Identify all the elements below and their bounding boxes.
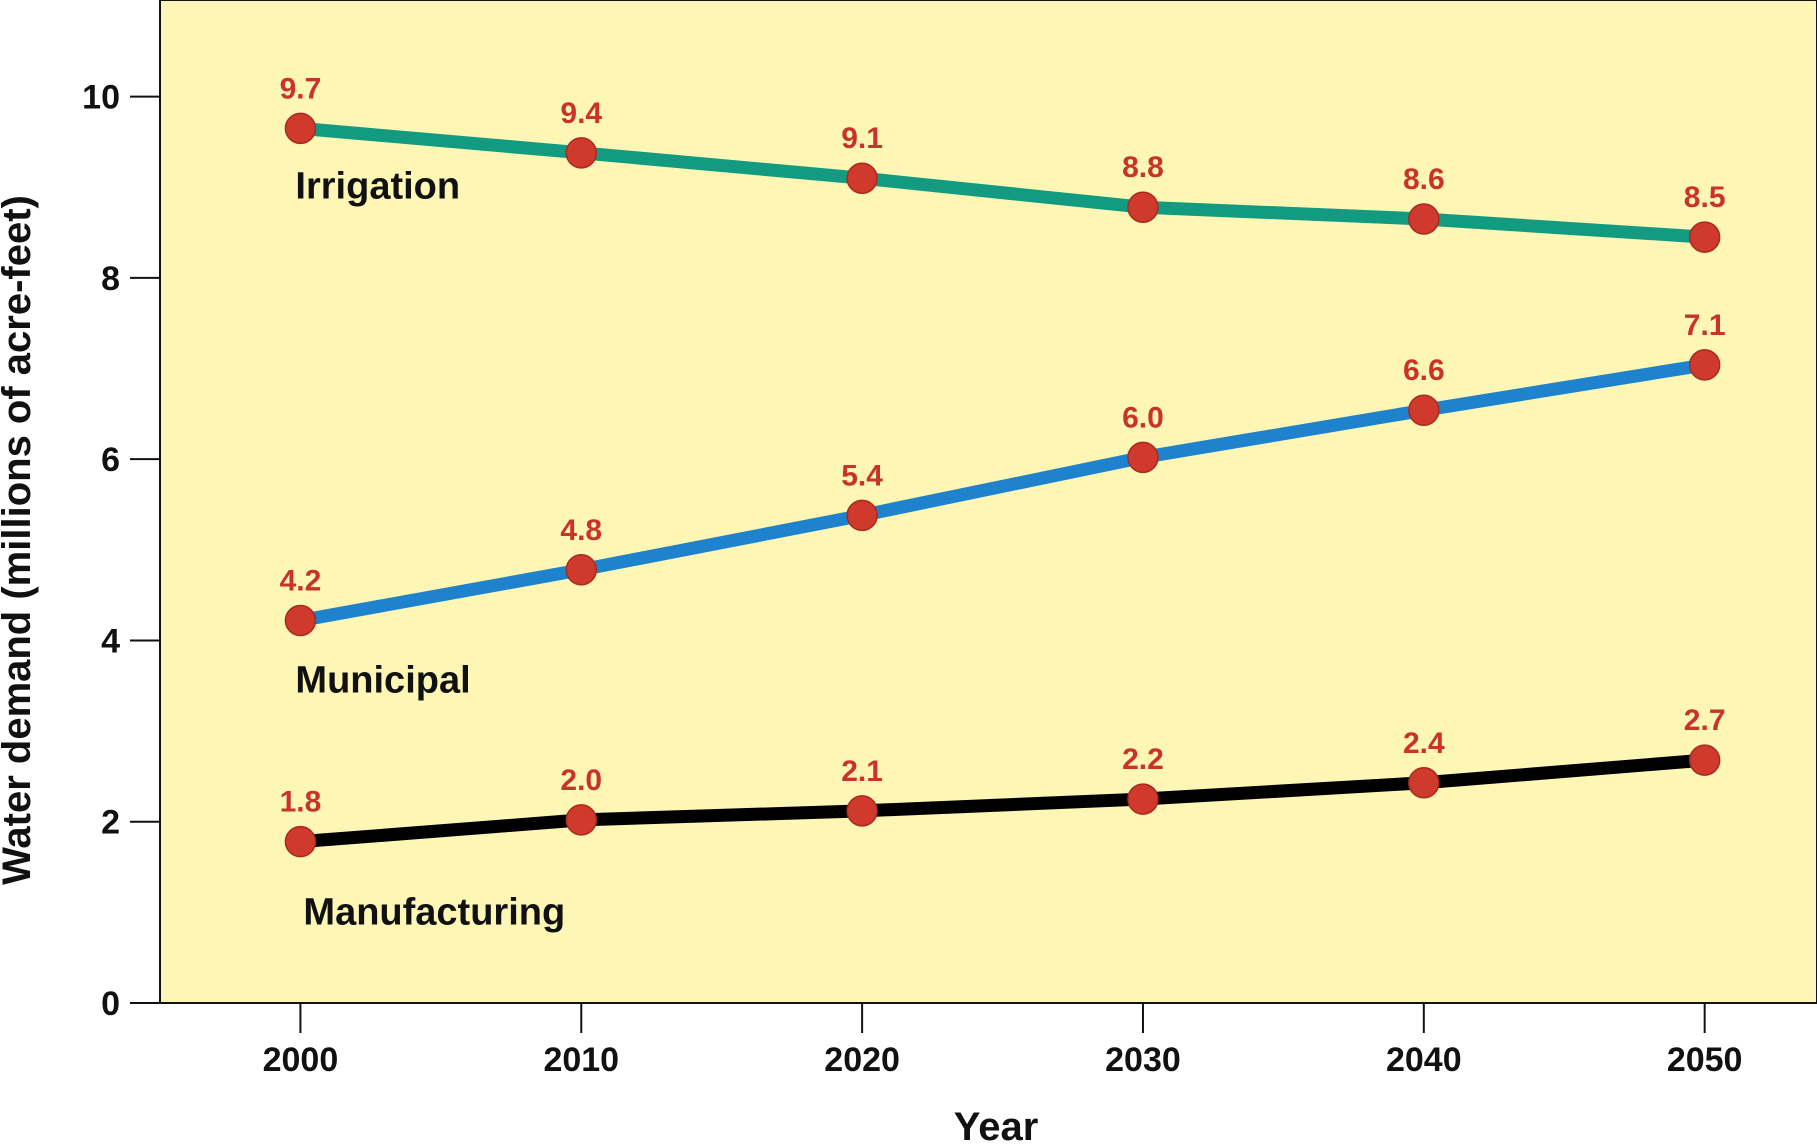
data-label: 2.2 (1122, 743, 1164, 776)
x-tick-label: 2000 (263, 1041, 339, 1079)
data-point (1688, 349, 1721, 381)
data-point (846, 162, 878, 194)
data-point (1127, 441, 1159, 474)
data-label: 8.8 (1122, 151, 1164, 184)
data-point (1408, 203, 1440, 235)
data-label: 2.1 (841, 755, 883, 788)
data-label: 4.8 (560, 514, 602, 547)
y-tick-label: 8 (101, 260, 120, 298)
data-point (1127, 191, 1159, 223)
x-axis-title: Year (954, 1105, 1039, 1147)
x-tick-label: 2010 (543, 1041, 619, 1079)
data-label: 6.6 (1403, 354, 1445, 387)
y-tick-label: 6 (101, 441, 120, 479)
data-label: 9.1 (841, 122, 883, 155)
data-point (1127, 783, 1159, 815)
data-point (565, 804, 598, 836)
y-tick-label: 10 (82, 79, 120, 117)
data-label: 9.4 (560, 97, 602, 130)
data-point (1688, 221, 1721, 253)
data-point (846, 499, 878, 532)
data-point (846, 795, 878, 827)
data-label: 4.2 (280, 565, 322, 598)
data-point (1688, 744, 1721, 776)
x-tick-label: 2030 (1105, 1041, 1181, 1079)
data-label: 8.6 (1403, 163, 1445, 196)
series-line-irrigation (293, 121, 1712, 244)
x-tick-label: 2040 (1386, 1041, 1462, 1079)
series-irrigation: 9.7 9.4 9.1 8.8 8.6 8.5 Irrigation (280, 72, 1726, 253)
data-point (1408, 394, 1440, 426)
x-tick-label: 2050 (1667, 1041, 1743, 1079)
y-axis-title: Water demand (millions of acre-feet) (0, 195, 39, 885)
x-tick-label: 2020 (824, 1041, 900, 1079)
y-tick-label: 0 (101, 985, 120, 1023)
data-label: 1.8 (280, 786, 322, 819)
data-point (284, 112, 317, 145)
series-label-manufacturing: Manufacturing (303, 892, 565, 934)
data-point (284, 604, 317, 637)
series-line-municipal (293, 358, 1712, 628)
series-municipal: 4.2 4.8 5.4 6.0 6.6 7.1 Municipal (280, 309, 1726, 702)
data-label: 2.0 (560, 764, 602, 797)
y-tick-label: 2 (101, 804, 120, 842)
data-point (565, 137, 598, 169)
data-label: 6.0 (1122, 401, 1164, 434)
data-label: 8.5 (1684, 181, 1726, 214)
series-manufacturing: 1.8 2.0 2.1 2.2 2.4 2.7 Manufacturing (280, 704, 1726, 934)
data-label: 5.4 (841, 459, 883, 492)
data-point (284, 825, 317, 858)
data-label: 9.7 (280, 72, 322, 105)
data-label: 7.1 (1684, 309, 1726, 342)
series-layer: 9.7 9.4 9.1 8.8 8.6 8.5 Irrigation 4.2 4.8 5.4 6.0… (280, 72, 1726, 933)
plot-area (159, 0, 1817, 1004)
axes: 0 2 4 6 8 10 2000 2010 2020 2030 2040 2050 (82, 79, 1742, 1079)
data-label: 2.7 (1684, 704, 1726, 737)
data-label: 2.4 (1403, 727, 1445, 760)
y-tick-label: 4 (101, 622, 120, 660)
series-label-irrigation: Irrigation (295, 165, 460, 207)
series-line-manufacturing (293, 753, 1712, 849)
data-point (1408, 767, 1440, 799)
data-point (565, 554, 598, 586)
series-label-municipal: Municipal (295, 660, 470, 702)
